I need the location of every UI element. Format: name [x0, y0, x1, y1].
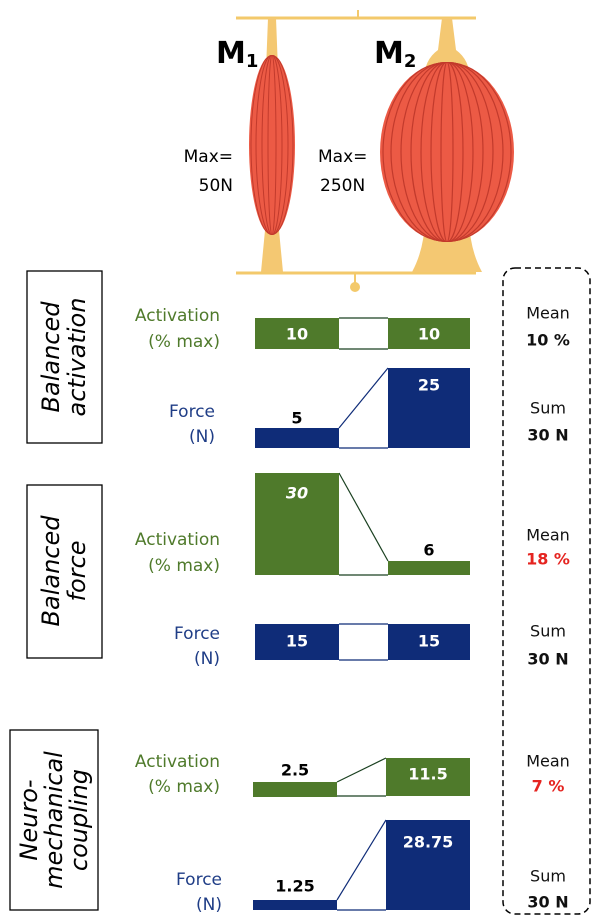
summary-label: Mean	[526, 526, 570, 545]
muscle-name: M1	[216, 36, 258, 73]
connector	[336, 757, 387, 783]
row-label: (% max)	[148, 332, 220, 352]
connector	[338, 367, 389, 429]
bar	[255, 624, 339, 660]
max-label: Max=	[318, 147, 367, 167]
row-label: (N)	[194, 649, 220, 669]
summary-label: Sum	[530, 399, 566, 418]
summary-value: 18 %	[526, 550, 570, 569]
connector	[338, 472, 389, 562]
row-label: (N)	[196, 895, 222, 915]
summary-label: Sum	[530, 867, 566, 886]
scenario-title: Neuro-	[15, 779, 43, 860]
bar	[255, 428, 339, 448]
bar-value: 10	[286, 325, 308, 344]
summary-value: 30 N	[527, 893, 568, 912]
scenario-title: activation	[63, 298, 91, 417]
summary-label: Mean	[526, 752, 570, 771]
bar-value: 28.75	[403, 833, 454, 852]
max-label: 50N	[199, 176, 233, 196]
bar	[388, 561, 470, 575]
summary-value: 30 N	[527, 650, 568, 669]
bar	[253, 900, 337, 910]
muscle-letter: M	[216, 36, 246, 71]
muscle-subscript: 2	[404, 51, 417, 72]
row-label: Activation	[135, 530, 220, 550]
summary-box	[502, 267, 591, 915]
bar	[388, 368, 470, 448]
connector	[336, 819, 387, 901]
scenario-title: mechanical	[40, 751, 68, 889]
bar	[255, 473, 339, 575]
muscle-subscript: 1	[246, 51, 259, 72]
muscle-letter: M	[374, 36, 404, 71]
row-label: Force	[174, 624, 220, 644]
scenario-title: coupling	[65, 769, 93, 871]
row-label: (N)	[189, 427, 215, 447]
bar-value: 10	[418, 325, 440, 344]
bar-value: 15	[418, 632, 440, 651]
bar-value: 25	[418, 376, 440, 395]
muscle-2	[380, 18, 514, 272]
scenario-title: Balanced	[37, 515, 65, 627]
bar	[388, 624, 470, 660]
bar	[388, 318, 470, 349]
muscle-name: M2	[374, 36, 416, 73]
bar-value: 2.5	[281, 761, 309, 780]
summary-label: Sum	[530, 622, 566, 641]
row-label: Activation	[135, 306, 220, 326]
row-label: Activation	[135, 752, 220, 772]
bar-value: 15	[286, 632, 308, 651]
row-label: (% max)	[148, 777, 220, 797]
max-label: Max=	[184, 147, 233, 167]
row-label: Force	[169, 402, 215, 422]
summary-value: 10 %	[526, 331, 570, 350]
bar-value: 30	[286, 484, 308, 503]
summary-value: 7 %	[532, 777, 565, 796]
scenario-title: Balanced	[37, 301, 65, 413]
scenario-title: force	[63, 541, 91, 602]
scenario-box	[9, 729, 99, 911]
bar-value: 11.5	[408, 765, 447, 784]
max-label: 250N	[320, 176, 365, 196]
scenario-box	[26, 484, 103, 659]
bar	[253, 782, 337, 797]
bar	[386, 758, 470, 796]
bar-value: 6	[423, 541, 434, 560]
bar	[255, 318, 339, 349]
muscle-1	[249, 18, 295, 272]
summary-label: Mean	[526, 304, 570, 323]
bar-value: 1.25	[275, 877, 314, 896]
scenario-box	[26, 270, 103, 444]
row-label: (% max)	[148, 556, 220, 576]
bar	[386, 820, 470, 910]
summary-value: 30 N	[527, 426, 568, 445]
bar-value: 5	[291, 409, 302, 428]
row-label: Force	[176, 870, 222, 890]
